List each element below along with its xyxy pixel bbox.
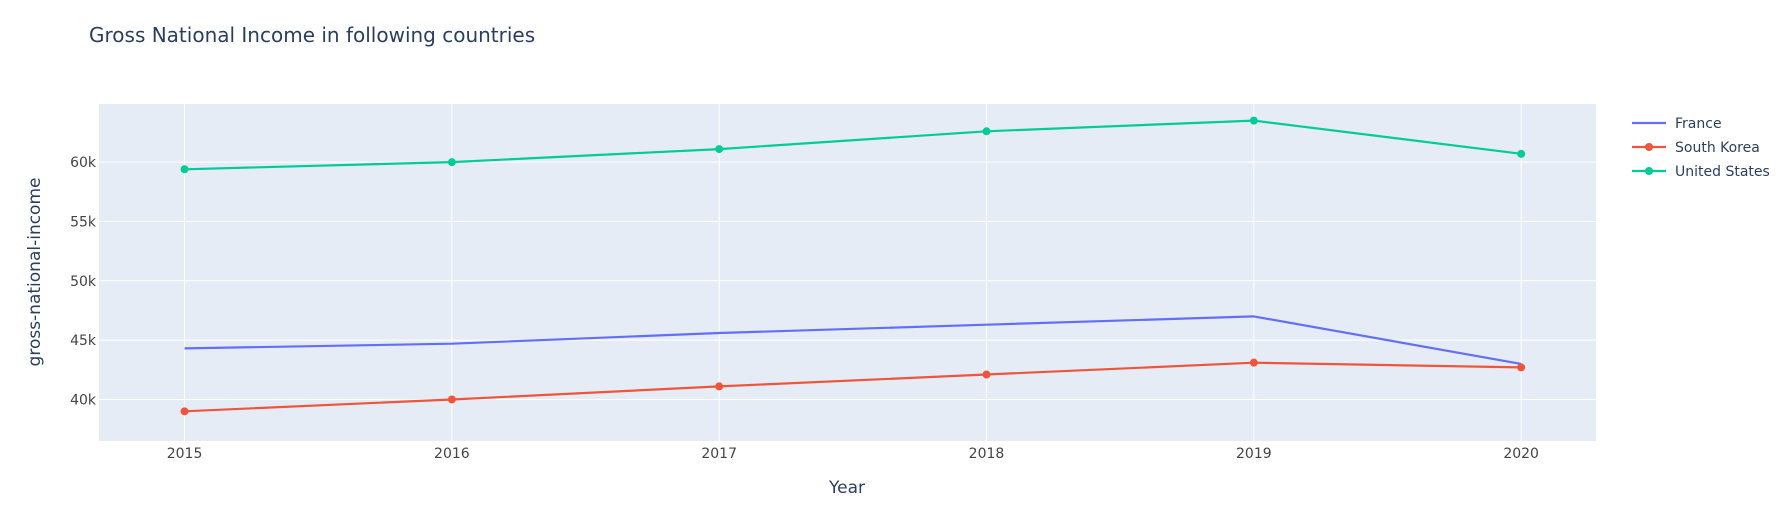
legend[interactable]: France South Korea United States [1632,116,1770,180]
y-tick-label: 60k [70,155,97,171]
x-tick-label: 2019 [1236,446,1272,462]
data-point-united-states [447,158,456,167]
x-axis-ticks: 2015 2016 2017 2018 2019 2020 [167,446,1539,462]
data-point-united-states [982,127,991,136]
data-point-united-states [1517,149,1526,158]
data-point-south-korea [982,370,991,379]
y-axis-title: gross-national-income [25,178,45,367]
x-tick-label: 2020 [1503,446,1539,462]
y-tick-label: 55k [70,214,97,230]
gridlines [99,104,1596,441]
series-layer [180,116,1526,416]
x-tick-label: 2016 [434,446,470,462]
y-tick-label: 40k [70,392,97,408]
series-line-south-korea [184,361,1522,413]
legend-item-south-korea[interactable]: South Korea [1632,140,1760,156]
legend-label: France [1675,116,1722,132]
legend-label: South Korea [1675,140,1760,156]
legend-item-france[interactable]: France [1632,116,1722,132]
x-tick-label: 2017 [701,446,737,462]
chart-title: Gross National Income in following count… [89,23,535,47]
data-point-south-korea [1517,363,1526,372]
data-point-united-states [1249,116,1258,125]
y-axis-ticks: 40k 45k 50k 55k 60k [70,155,97,408]
y-tick-label: 45k [70,333,97,349]
legend-swatch-marker [1645,143,1653,151]
plot-area [99,104,1596,441]
x-tick-label: 2018 [969,446,1005,462]
legend-label: United States [1675,164,1770,180]
series-line-france [184,315,1522,365]
x-axis-title: Year [828,478,865,498]
legend-item-united-states[interactable]: United States [1632,164,1770,180]
series-line-united-states [184,119,1522,171]
data-point-south-korea [447,395,456,404]
data-point-south-korea [1249,358,1258,367]
y-tick-label: 50k [70,274,97,290]
data-point-south-korea [715,382,724,391]
legend-swatch-marker [1645,167,1653,175]
x-tick-label: 2015 [167,446,203,462]
data-point-south-korea [180,407,189,416]
data-point-united-states [715,145,724,154]
data-point-united-states [180,165,189,174]
